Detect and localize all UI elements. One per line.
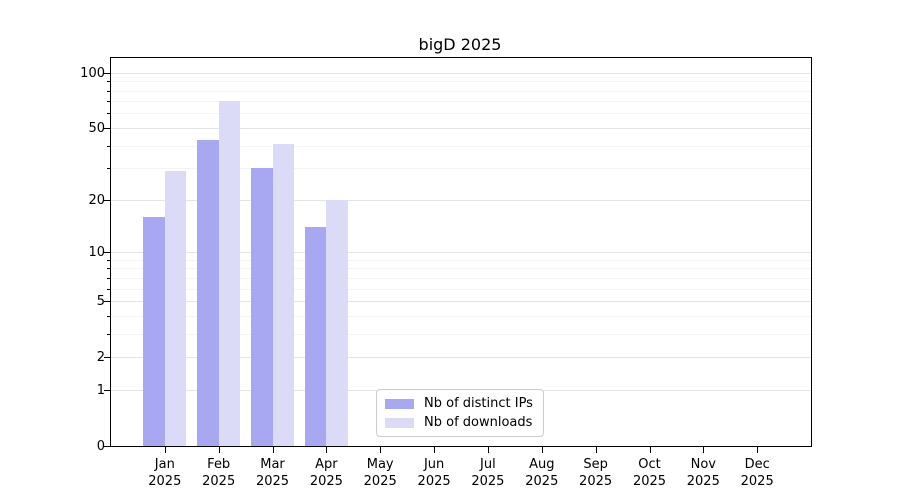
x-tick-oct	[649, 447, 651, 453]
gridline-major-50	[111, 127, 811, 129]
legend-swatch-downloads	[385, 417, 414, 428]
y-minor-tick-9	[107, 259, 110, 261]
y-minor-tick-60	[107, 113, 110, 115]
legend-row-distinct-ips: Nb of distinct IPs	[385, 396, 533, 411]
x-tick-jan	[164, 447, 166, 453]
gridline-minor-6	[111, 288, 811, 290]
legend: Nb of distinct IPs Nb of downloads	[376, 389, 544, 437]
y-minor-tick-30	[107, 168, 110, 170]
y-tick-label-5: 5	[96, 294, 105, 309]
legend-swatch-distinct-ips	[385, 398, 414, 409]
x-tick-aug	[541, 447, 543, 453]
x-tick-label-mar: Mar 2025	[255, 457, 290, 489]
gridline-minor-7	[111, 277, 811, 279]
gridline-major-2	[111, 357, 811, 359]
x-tick-feb	[218, 447, 220, 453]
y-tick-100	[104, 72, 110, 74]
gridline-minor-40	[111, 145, 811, 147]
plot-area: Nb of distinct IPs Nb of downloads 0 1 2 5 1…	[80, 57, 812, 489]
y-minor-tick-80	[107, 90, 110, 92]
y-minor-tick-40	[107, 145, 110, 147]
y-tick-label-1: 1	[96, 382, 105, 398]
x-tick-dec	[757, 447, 759, 453]
y-tick-label-100: 100	[80, 65, 105, 81]
gridline-minor-60	[111, 113, 811, 115]
y-tick-label-20: 20	[88, 192, 105, 208]
bar-downloads-feb	[218, 101, 241, 446]
y-minor-tick-70	[107, 101, 110, 103]
y-tick-20	[104, 199, 110, 201]
x-tick-label-nov: Nov 2025	[686, 457, 720, 489]
bar-distinct-ips-feb	[197, 139, 219, 446]
gridline-minor-8	[111, 268, 811, 270]
x-tick-nov	[703, 447, 705, 453]
gridline-major-5	[111, 301, 811, 302]
gridline-major-10	[111, 252, 811, 253]
x-tick-mar	[272, 447, 274, 453]
y-tick-label-0: 0	[96, 439, 105, 454]
legend-label-distinct-ips: Nb of distinct IPs	[424, 396, 533, 411]
bar-distinct-ips-apr	[304, 226, 327, 446]
y-tick-2	[104, 357, 110, 359]
gridline-minor-9	[111, 259, 811, 261]
x-tick-label-jan: Jan 2025	[148, 457, 182, 489]
bar-downloads-apr	[326, 199, 348, 446]
bar-downloads-jan	[164, 170, 187, 446]
y-tick-5	[104, 301, 110, 302]
x-tick-label-sep: Sep 2025	[579, 457, 613, 489]
x-tick-label-aug: Aug 2025	[525, 457, 559, 489]
y-tick-label-10: 10	[88, 245, 105, 260]
gridline-major-100	[111, 72, 811, 74]
x-tick-label-feb: Feb 2025	[202, 457, 236, 489]
gridline-minor-3	[111, 333, 811, 335]
chart-title: bigD 2025	[418, 35, 502, 54]
gridline-minor-90	[111, 81, 811, 83]
x-tick-may	[380, 447, 382, 453]
x-tick-label-apr: Apr 2025	[309, 457, 343, 489]
y-minor-tick-90	[107, 81, 110, 83]
x-tick-sep	[595, 447, 597, 453]
bar-distinct-ips-jan	[143, 216, 165, 446]
gridline-minor-70	[111, 101, 811, 103]
y-tick-0	[104, 446, 110, 447]
gridline-minor-30	[111, 168, 811, 170]
x-tick-jun	[434, 447, 436, 453]
x-tick-apr	[326, 447, 328, 453]
bar-distinct-ips-mar	[251, 168, 273, 446]
y-tick-10	[104, 252, 110, 253]
gridline-minor-80	[111, 90, 811, 92]
y-tick-label-2: 2	[96, 350, 105, 366]
x-tick-jul	[487, 447, 489, 453]
x-tick-label-jun: Jun 2025	[417, 457, 451, 489]
x-tick-label-dec: Dec 2025	[740, 457, 774, 489]
legend-label-downloads: Nb of downloads	[424, 415, 533, 430]
x-tick-label-jul: Jul 2025	[471, 457, 505, 489]
gridline-major-20	[111, 199, 811, 201]
legend-row-downloads: Nb of downloads	[385, 415, 533, 430]
gridline-minor-4	[111, 315, 811, 317]
y-minor-tick-3	[107, 333, 110, 335]
y-minor-tick-7	[107, 277, 110, 279]
y-minor-tick-6	[107, 288, 110, 290]
y-tick-50	[104, 127, 110, 129]
y-tick-1	[104, 389, 110, 391]
y-minor-tick-4	[107, 315, 110, 317]
bar-downloads-mar	[272, 143, 294, 446]
x-tick-label-oct: Oct 2025	[632, 457, 667, 489]
y-minor-tick-8	[107, 268, 110, 270]
y-tick-label-50: 50	[88, 120, 105, 136]
x-tick-label-may: May 2025	[363, 457, 397, 489]
